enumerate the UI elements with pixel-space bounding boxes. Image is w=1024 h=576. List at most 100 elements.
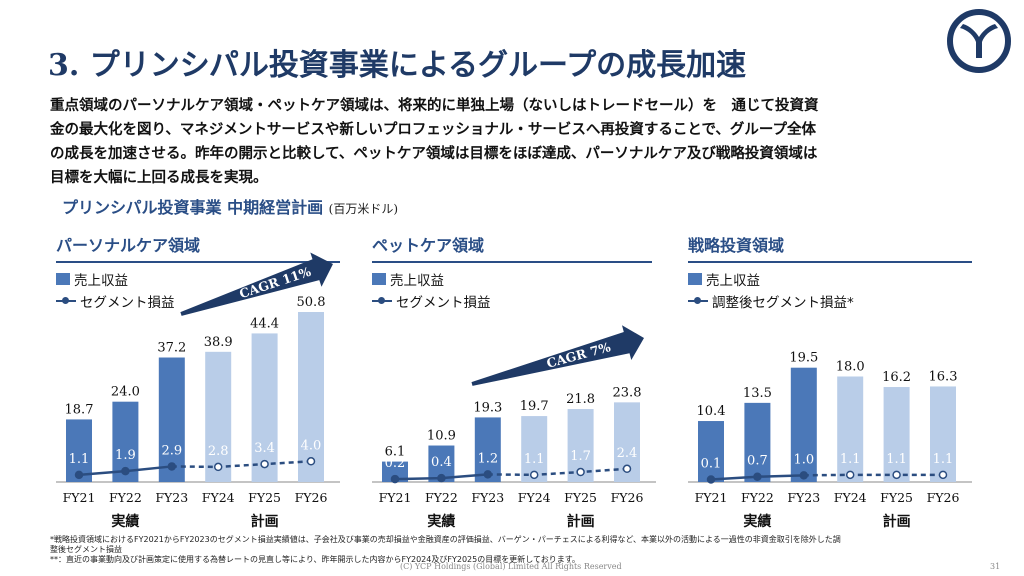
profit-value-label: 0.1 (701, 457, 722, 472)
profit-line-plan (487, 467, 628, 477)
footnote: *戦略投資領域におけるFY2021からFY2023のセグメント損益実績値は、子会… (50, 535, 841, 544)
legend-line-marker (372, 295, 392, 307)
bar-value-label: 16.2 (882, 370, 911, 385)
legend: 売上収益 調整後セグメント損益* (688, 268, 854, 312)
bar-value-label: 18.0 (836, 359, 865, 374)
intro-line: 重点領域のパーソナルケア領域・ペットケア領域は、将来的に単独上場（ないしはトレー… (50, 98, 819, 114)
bar-value-label: 37.2 (157, 341, 186, 356)
intro-line: 目標を大幅に上回る成長を実現。 (50, 170, 268, 186)
profit-value-label: 1.9 (115, 448, 136, 463)
bar-FY24 (205, 351, 232, 482)
x-tick-label: FY25 (248, 490, 281, 505)
profit-point (390, 474, 400, 484)
bar-value-label: 38.9 (204, 335, 233, 350)
x-tick-label: FY22 (109, 490, 142, 505)
bar-value-label: 16.3 (929, 369, 958, 384)
bar-chart: 10.4 FY21 13.5 FY22 19.5 FY23 18.0 FY24 16.2 FY25… (688, 351, 972, 530)
x-tick-label: FY24 (202, 490, 235, 505)
legend-swatch (56, 273, 70, 285)
legend-swatch (372, 273, 386, 285)
bar-value-label: 10.9 (427, 429, 456, 444)
panel-title: 戦略投資領域 (688, 236, 785, 255)
panel-title: パーソナルケア領域 (56, 236, 201, 255)
section-heading-text: プリンシパル投資事業 中期経営計画 (62, 198, 324, 217)
legend-label: セグメント損益 (396, 295, 491, 311)
profit-point (437, 473, 446, 483)
bar-value-label: 24.0 (111, 385, 140, 400)
x-tick-label: FY26 (927, 490, 960, 505)
profit-value-label: 1.0 (793, 452, 814, 467)
profit-value-label: 3.4 (254, 441, 275, 456)
profit-line-plan (171, 460, 312, 469)
profit-value-label: 4.0 (301, 438, 322, 453)
profit-value-label: 1.1 (933, 452, 954, 467)
legend-line-marker (56, 295, 76, 307)
x-tick-label: FY21 (695, 490, 728, 505)
x-tick-label: FY23 (155, 490, 188, 505)
legend-item-revenue: 売上収益 (688, 268, 854, 290)
profit-value-label: 0.4 (431, 455, 452, 470)
legend-label: 売上収益 (390, 273, 444, 289)
chart-panel-pet-care: ペットケア領域 売上収益 セグメント損益 6.1 FY21 10.9 FY22 19.3… (372, 226, 672, 546)
bar-FY21 (698, 421, 724, 482)
bar-FY25 (251, 333, 278, 482)
bar-FY23 (790, 367, 817, 482)
bar-value-label: 50.8 (297, 295, 326, 310)
x-tick-label: FY23 (471, 490, 504, 505)
profit-value-label: 1.1 (69, 452, 90, 467)
profit-point (167, 462, 177, 471)
bar-chart: 18.7 FY21 24.0 FY22 37.2 FY23 38.9 FY24 44.4 FY25… (56, 252, 340, 530)
profit-value-label: 1.2 (477, 451, 498, 466)
bar-FY22 (744, 402, 771, 482)
x-tick-label: FY23 (787, 490, 820, 505)
panel-divider (372, 261, 652, 263)
legend-item-revenue: 売上収益 (372, 268, 491, 290)
chart-panel-strategic-investment: 戦略投資領域 売上収益 調整後セグメント損益* 10.4 FY21 13.5 FY22… (688, 226, 988, 546)
intro-line: の成長を加速させる。昨年の開示と比較して、ペットケア領域は目標をほぼ達成、パーソ… (50, 146, 818, 162)
profit-point (845, 470, 855, 480)
section-unit: (百万米ドル) (328, 202, 399, 216)
legend-label: 調整後セグメント損益* (712, 295, 854, 311)
panel-divider (688, 261, 972, 263)
section-heading: プリンシパル投資事業 中期経営計画 (百万米ドル) (62, 194, 398, 218)
profit-value-label: 0.7 (747, 454, 768, 469)
profit-point (706, 475, 716, 484)
profit-value-label: 2.4 (617, 446, 638, 461)
legend: 売上収益 セグメント損益 (56, 268, 175, 312)
profit-value-label: 1.1 (840, 452, 861, 467)
legend-label: 売上収益 (74, 273, 128, 289)
bar-value-label: 6.1 (385, 445, 406, 460)
x-tick-label: FY25 (564, 490, 597, 505)
x-tick-label: FY22 (741, 490, 774, 505)
profit-point (938, 470, 948, 480)
group-label-plan: 計画 (567, 513, 595, 530)
profit-point (799, 471, 809, 480)
panel-divider (56, 261, 340, 263)
panel-title: ペットケア領域 (372, 236, 485, 255)
profit-point (213, 462, 223, 472)
group-label-actual: 実績 (427, 513, 455, 530)
x-tick-label: FY21 (379, 490, 412, 505)
profit-point (121, 466, 130, 476)
legend-item-profit: セグメント損益 (56, 290, 175, 312)
profit-point (622, 464, 632, 474)
chart-panel-personal-care: パーソナルケア領域 売上収益 セグメント損益 18.7 FY21 24.0 FY22 3… (56, 226, 356, 546)
group-label-plan: 計画 (251, 513, 279, 530)
profit-point (483, 470, 493, 479)
bar-FY26 (930, 386, 956, 482)
profit-value-label: 2.9 (161, 443, 182, 458)
cagr-arrow (180, 252, 333, 316)
profit-value-label: 1.1 (886, 452, 907, 467)
page-number: 31 (990, 562, 1001, 571)
profit-value-label: 1.7 (570, 449, 591, 464)
x-tick-label: FY21 (63, 490, 96, 505)
bar-value-label: 10.4 (697, 404, 726, 419)
copyright: (C) YCP Holdings (Global) Limited All Ri… (400, 562, 622, 571)
profit-point (260, 459, 269, 469)
company-logo (947, 9, 1011, 73)
legend-swatch (688, 273, 702, 285)
x-tick-label: FY26 (295, 490, 328, 505)
profit-value-label: 1.1 (524, 452, 545, 467)
legend-item-profit: 調整後セグメント損益* (688, 290, 854, 312)
bar-value-label: 13.5 (743, 386, 772, 401)
